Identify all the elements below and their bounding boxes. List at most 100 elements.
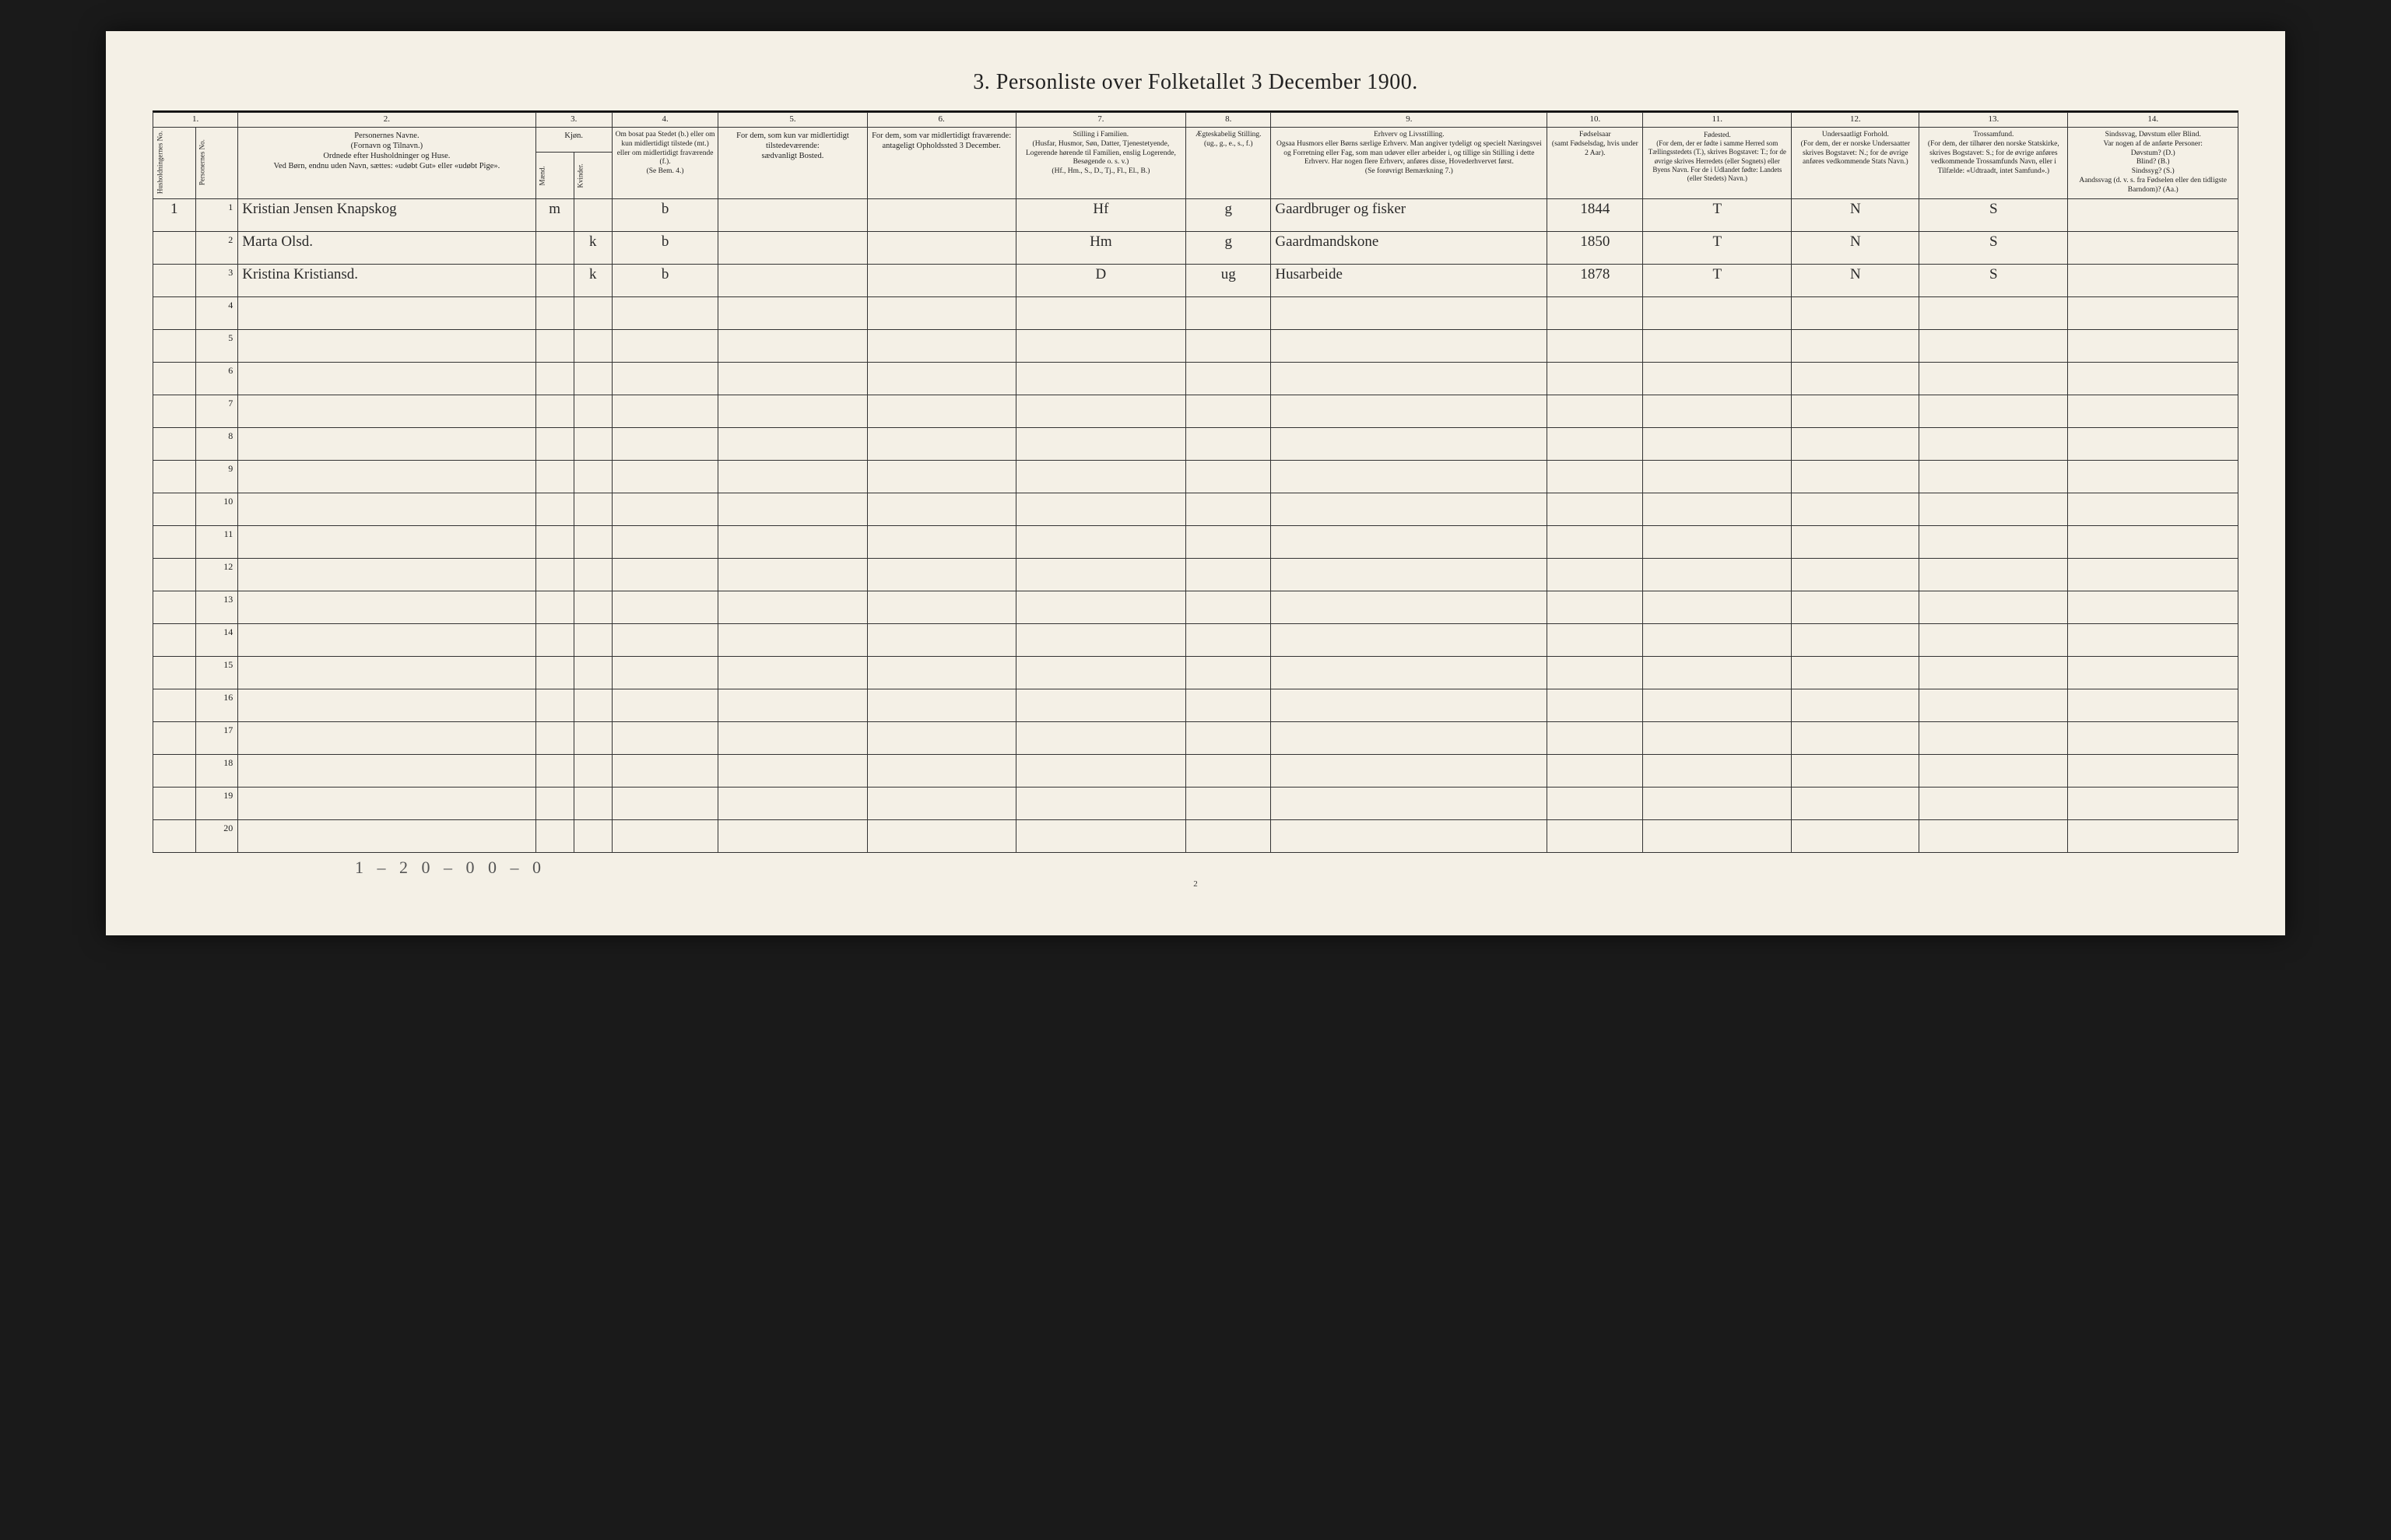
cell-blank [612, 819, 718, 852]
cell-blank [238, 754, 535, 787]
cell-blank [1547, 819, 1643, 852]
cell-blank [1643, 493, 1792, 525]
cell-blank: 5 [195, 329, 238, 362]
cell-blank [1792, 656, 1919, 689]
cell-sex_m [535, 231, 574, 264]
cell-blank [153, 754, 196, 787]
cell-blank [535, 721, 574, 754]
cell-blank [1547, 558, 1643, 591]
colnum-4: 4. [612, 113, 718, 128]
cell-blank [612, 787, 718, 819]
cell-blank [867, 460, 1016, 493]
cell-blank [1643, 591, 1792, 623]
cell-c6 [867, 231, 1016, 264]
colnum-2: 2. [238, 113, 535, 128]
cell-blank [153, 395, 196, 427]
cell-blank [867, 493, 1016, 525]
cell-blank: 14 [195, 623, 238, 656]
colnum-5: 5. [718, 113, 867, 128]
cell-blank: 10 [195, 493, 238, 525]
cell-birthplace: T [1643, 198, 1792, 231]
cell-blank [1919, 819, 2068, 852]
cell-blank [1271, 819, 1547, 852]
cell-blank [574, 395, 612, 427]
cell-c14 [2068, 231, 2238, 264]
cell-blank [867, 721, 1016, 754]
cell-blank [153, 591, 196, 623]
cell-blank [238, 427, 535, 460]
cell-blank [535, 558, 574, 591]
cell-blank [612, 558, 718, 591]
cell-blank [574, 296, 612, 329]
cell-blank [1919, 427, 2068, 460]
cell-blank [1643, 525, 1792, 558]
cell-blank [2068, 689, 2238, 721]
cell-blank [867, 787, 1016, 819]
census-table: 1. 2. 3. 4. 5. 6. 7. 8. 9. 10. 11. 12. 1… [153, 112, 2238, 853]
cell-blank [1547, 296, 1643, 329]
cell-blank [1016, 558, 1185, 591]
cell-blank [1271, 754, 1547, 787]
cell-blank [574, 558, 612, 591]
cell-blank [718, 525, 867, 558]
cell-bosat: b [612, 231, 718, 264]
cell-blank [1016, 623, 1185, 656]
cell-c5 [718, 264, 867, 296]
cell-blank [1016, 787, 1185, 819]
table-row-blank: 6 [153, 362, 2238, 395]
cell-blank [1186, 296, 1271, 329]
cell-pn: 3 [195, 264, 238, 296]
cell-blank [2068, 460, 2238, 493]
cell-blank [867, 296, 1016, 329]
cell-blank [1792, 591, 1919, 623]
cell-blank [1643, 362, 1792, 395]
cell-blank [1919, 656, 2068, 689]
cell-blank [867, 656, 1016, 689]
cell-blank [2068, 296, 2238, 329]
cell-blank: 16 [195, 689, 238, 721]
cell-blank [535, 395, 574, 427]
cell-blank [867, 329, 1016, 362]
cell-blank [153, 362, 196, 395]
cell-blank [238, 460, 535, 493]
header-person-no: Personernes No. [195, 127, 238, 198]
colnum-7: 7. [1016, 113, 1185, 128]
header-marital: Ægteskabelig Stilling. (ug., g., e., s.,… [1186, 127, 1271, 198]
cell-occupation: Gaardmandskone [1271, 231, 1547, 264]
cell-blank [1919, 493, 2068, 525]
cell-blank [1271, 656, 1547, 689]
cell-blank [1919, 721, 2068, 754]
cell-blank [718, 558, 867, 591]
cell-blank [2068, 362, 2238, 395]
table-header: 1. 2. 3. 4. 5. 6. 7. 8. 9. 10. 11. 12. 1… [153, 113, 2238, 199]
cell-blank [1271, 689, 1547, 721]
cell-blank [612, 493, 718, 525]
cell-blank [718, 329, 867, 362]
cell-blank [153, 460, 196, 493]
cell-faith: S [1919, 231, 2068, 264]
cell-blank [2068, 787, 2238, 819]
cell-blank [1186, 591, 1271, 623]
table-row-blank: 18 [153, 754, 2238, 787]
cell-blank [1547, 623, 1643, 656]
cell-blank [718, 296, 867, 329]
cell-blank [612, 362, 718, 395]
colnum-3: 3. [535, 113, 612, 128]
cell-blank [1792, 819, 1919, 852]
cell-blank [574, 427, 612, 460]
cell-blank [1547, 591, 1643, 623]
cell-blank [1186, 623, 1271, 656]
cell-blank [1186, 721, 1271, 754]
cell-blank [1271, 460, 1547, 493]
cell-faith: S [1919, 264, 2068, 296]
cell-blank [1271, 787, 1547, 819]
cell-blank [238, 395, 535, 427]
census-form-page: 3. Personliste over Folketallet 3 Decemb… [106, 31, 2285, 935]
cell-blank: 17 [195, 721, 238, 754]
cell-blank [574, 819, 612, 852]
header-temp-absent: For dem, som var midlertidigt fraværende… [867, 127, 1016, 198]
cell-blank [612, 395, 718, 427]
cell-blank [1547, 329, 1643, 362]
cell-blank [718, 460, 867, 493]
table-row-blank: 9 [153, 460, 2238, 493]
